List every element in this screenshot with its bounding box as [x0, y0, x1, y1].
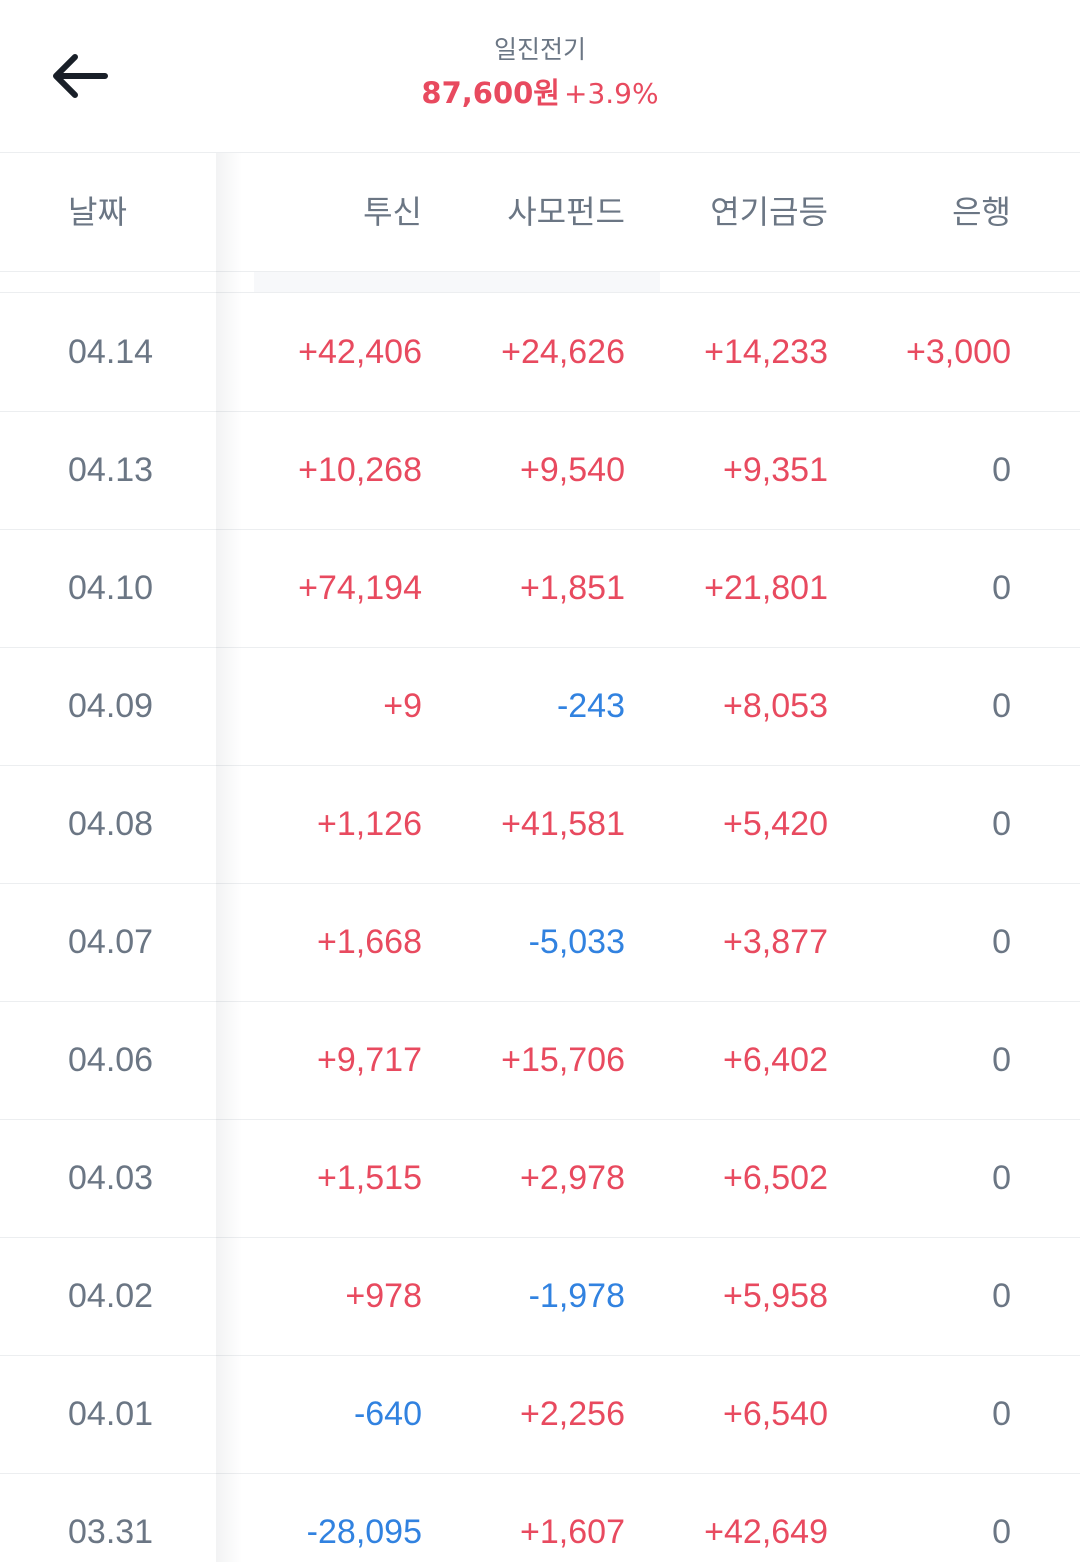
cell-trust: +1,126 [317, 805, 422, 843]
cell-trust: +10,268 [298, 451, 422, 489]
price-line: 87,600원 +3.9% [240, 72, 840, 119]
cell-trust: -640 [353, 1395, 422, 1433]
table-row[interactable]: 04.07 +1,668 -5,033 +3,877 0 [0, 883, 1080, 1002]
table-row[interactable]: 04.01 -640 +2,256 +6,540 0 [0, 1355, 1080, 1474]
table-row[interactable]: 04.03 +1,515 +2,978 +6,502 0 [0, 1119, 1080, 1238]
cell-pension: +3,877 [723, 923, 828, 961]
cell-pension: +14,233 [704, 333, 828, 371]
cell-private-fund: -5,033 [528, 923, 625, 961]
cell-pension: +21,801 [704, 569, 828, 607]
table-row[interactable]: 04.08 +1,126 +41,581 +5,420 0 [0, 765, 1080, 884]
cell-date: 03.31 [68, 1513, 154, 1551]
cell-bank: 0 [992, 1277, 1011, 1315]
cell-bank: 0 [992, 923, 1011, 961]
column-header-pension[interactable]: 연기금등 [710, 193, 828, 231]
cell-date: 04.07 [68, 923, 154, 961]
table-row[interactable]: 04.02 +978 -1,978 +5,958 0 [0, 1237, 1080, 1356]
cell-pension: +5,958 [723, 1277, 828, 1315]
cell-bank: 0 [992, 1159, 1011, 1197]
stock-title: 일진전기 87,600원 +3.9% [240, 32, 840, 119]
cell-bank: 0 [992, 1395, 1011, 1433]
cell-date: 04.02 [68, 1277, 154, 1315]
cell-pension: +6,540 [723, 1395, 828, 1433]
cell-pension: +6,502 [723, 1159, 828, 1197]
table-row[interactable]: 04.09 +9 -243 +8,053 0 [0, 647, 1080, 766]
cell-private-fund: +2,978 [520, 1159, 625, 1197]
cell-trust: +978 [345, 1277, 422, 1315]
cell-date: 04.13 [68, 451, 154, 489]
cell-date: 04.10 [68, 569, 154, 607]
table-row[interactable]: 04.06 +9,717 +15,706 +6,402 0 [0, 1001, 1080, 1120]
table-row[interactable]: 04.14 +42,406 +24,626 +14,233 +3,000 [0, 293, 1080, 412]
cell-trust: +74,194 [298, 569, 422, 607]
cell-pension: +42,649 [704, 1513, 828, 1551]
stock-name: 일진전기 [493, 35, 586, 64]
back-button[interactable] [36, 36, 124, 116]
cell-bank: 0 [992, 1513, 1011, 1551]
current-price: 87,600원 [421, 76, 560, 110]
table-header: 날짜 투신 사모펀드 연기금등 은행 [0, 153, 1080, 272]
cell-private-fund: +1,607 [520, 1513, 625, 1551]
cell-trust: +9 [383, 687, 422, 725]
cell-pension: +8,053 [723, 687, 828, 725]
cell-private-fund: -243 [556, 687, 625, 725]
column-header-trust[interactable]: 투신 [363, 193, 422, 231]
cell-pension: +9,351 [723, 451, 828, 489]
cell-date: 04.09 [68, 687, 154, 725]
cell-bank: 0 [992, 451, 1011, 489]
cell-trust: +42,406 [298, 333, 422, 371]
table-row[interactable]: 04.13 +10,268 +9,540 +9,351 0 [0, 411, 1080, 530]
cell-private-fund: +1,851 [520, 569, 625, 607]
cell-bank: 0 [992, 569, 1011, 607]
cell-bank: +3,000 [906, 333, 1011, 371]
cell-private-fund: +41,581 [501, 805, 625, 843]
top-header: 일진전기 87,600원 +3.9% [0, 0, 1080, 153]
column-header-date[interactable]: 날짜 [68, 193, 127, 231]
cell-pension: +5,420 [723, 805, 828, 843]
column-header-private-fund[interactable]: 사모펀드 [507, 193, 625, 231]
divider [0, 292, 1080, 293]
column-header-bank[interactable]: 은행 [952, 193, 1011, 231]
cell-date: 04.14 [68, 333, 154, 371]
price-change: +3.9% [563, 77, 659, 110]
cell-date: 04.01 [68, 1395, 154, 1433]
cell-trust: +9,717 [317, 1041, 422, 1079]
cell-date: 04.08 [68, 805, 154, 843]
table-row[interactable]: 04.10 +74,194 +1,851 +21,801 0 [0, 529, 1080, 648]
cell-private-fund: -1,978 [528, 1277, 625, 1315]
cell-private-fund: +9,540 [520, 451, 625, 489]
header-highlight-band [254, 272, 660, 292]
cell-trust: +1,668 [317, 923, 422, 961]
cell-date: 04.03 [68, 1159, 154, 1197]
cell-trust: -28,095 [306, 1513, 422, 1551]
cell-bank: 0 [992, 687, 1011, 725]
cell-bank: 0 [992, 1041, 1011, 1079]
cell-bank: 0 [992, 805, 1011, 843]
cell-private-fund: +24,626 [501, 333, 625, 371]
table-row[interactable]: 03.31 -28,095 +1,607 +42,649 0 [0, 1473, 1080, 1562]
cell-date: 04.06 [68, 1041, 154, 1079]
arrow-left-icon [53, 54, 108, 98]
cell-private-fund: +15,706 [501, 1041, 625, 1079]
cell-trust: +1,515 [317, 1159, 422, 1197]
cell-private-fund: +2,256 [520, 1395, 625, 1433]
cell-pension: +6,402 [723, 1041, 828, 1079]
